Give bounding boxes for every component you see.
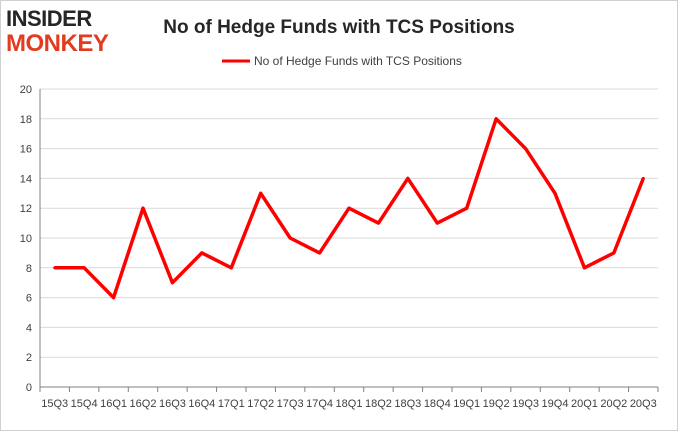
y-tick-label: 14 [20, 173, 32, 185]
y-tick-label: 0 [26, 382, 32, 394]
x-tick-label: 16Q3 [159, 398, 186, 410]
x-tick-label: 17Q1 [218, 398, 245, 410]
logo-text-insider: INSIDER [6, 6, 92, 31]
y-tick-label: 18 [20, 114, 32, 126]
axes [39, 89, 658, 388]
chart-title: No of Hedge Funds with TCS Positions [163, 17, 515, 38]
data-point [259, 191, 263, 195]
data-point [82, 266, 86, 270]
x-tick-label: 19Q1 [453, 398, 480, 410]
y-tick-label: 20 [20, 84, 32, 96]
data-point [582, 266, 586, 270]
y-tick-label: 6 [26, 293, 32, 305]
x-tick-label: 15Q4 [71, 398, 98, 410]
x-tick-label: 19Q4 [542, 398, 569, 410]
x-axis-ticks: 15Q3 15Q4 16Q1 16Q2 16Q3 16Q4 17Q1 17Q2 17Q3 17Q4… [39, 387, 659, 410]
x-tick-label: 20Q2 [600, 398, 627, 410]
insider-monkey-logo: INSIDER MONKEY [6, 8, 128, 56]
x-tick-label: 15Q3 [41, 398, 68, 410]
x-tick-label: 18Q3 [394, 398, 421, 410]
data-point [494, 117, 498, 121]
x-tick-label: 19Q2 [483, 398, 510, 410]
x-tick-label: 16Q1 [100, 398, 127, 410]
y-tick-label: 10 [20, 233, 32, 245]
data-point [141, 206, 145, 210]
data-point [112, 296, 116, 300]
data-point [465, 206, 469, 210]
data-point [406, 176, 410, 180]
data-point [229, 266, 233, 270]
series-layer [53, 117, 645, 300]
data-point [641, 176, 645, 180]
data-point [435, 221, 439, 225]
data-point [524, 147, 528, 151]
x-tick-label: 17Q2 [247, 398, 274, 410]
y-tick-label: 16 [20, 144, 32, 156]
legend: No of Hedge Funds with TCS Positions [222, 54, 462, 68]
data-point [53, 266, 57, 270]
x-tick-label: 16Q2 [130, 398, 157, 410]
data-point [170, 281, 174, 285]
data-point [318, 251, 322, 255]
y-axis-ticks: 0 2 4 6 8 10 12 14 16 18 20 [20, 84, 32, 394]
logo-text-monkey: MONKEY [6, 30, 109, 57]
data-point [288, 236, 292, 240]
x-tick-label: 18Q2 [365, 398, 392, 410]
x-tick-label: 18Q4 [424, 398, 451, 410]
y-tick-label: 4 [26, 322, 32, 334]
x-tick-label: 19Q3 [512, 398, 539, 410]
x-tick-label: 17Q3 [277, 398, 304, 410]
data-point [347, 206, 351, 210]
x-tick-label: 16Q4 [188, 398, 215, 410]
x-tick-label: 18Q1 [336, 398, 363, 410]
legend-label: No of Hedge Funds with TCS Positions [254, 54, 462, 68]
data-point [612, 251, 616, 255]
data-point [200, 251, 204, 255]
x-tick-label: 20Q1 [571, 398, 598, 410]
y-tick-label: 2 [26, 352, 32, 364]
y-tick-label: 12 [20, 203, 32, 215]
x-tick-label: 17Q4 [306, 398, 333, 410]
gridlines [40, 88, 658, 358]
y-tick-label: 8 [26, 263, 32, 275]
data-point [376, 221, 380, 225]
x-tick-label: 20Q3 [630, 398, 657, 410]
data-point [553, 191, 557, 195]
